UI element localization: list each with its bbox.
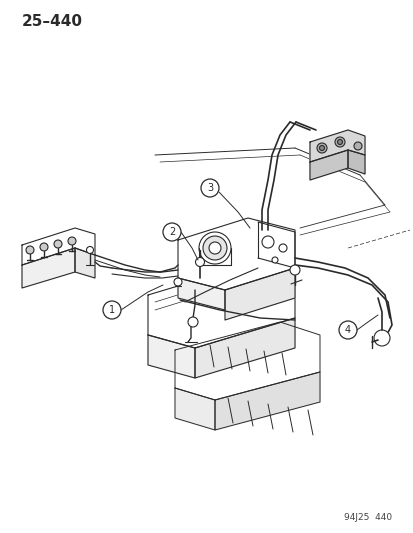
Polygon shape <box>309 130 364 162</box>
Circle shape <box>353 142 361 150</box>
Circle shape <box>338 321 356 339</box>
Circle shape <box>201 179 218 197</box>
Text: 2: 2 <box>169 227 175 237</box>
Polygon shape <box>214 372 319 430</box>
Text: 3: 3 <box>206 183 213 193</box>
Polygon shape <box>178 278 224 310</box>
Circle shape <box>373 330 389 346</box>
Circle shape <box>319 146 324 150</box>
Circle shape <box>103 301 121 319</box>
Circle shape <box>202 236 226 260</box>
Text: 4: 4 <box>344 325 350 335</box>
Circle shape <box>86 246 93 254</box>
Circle shape <box>26 246 34 254</box>
Polygon shape <box>22 248 75 288</box>
Polygon shape <box>195 318 294 378</box>
Text: 25–440: 25–440 <box>22 14 83 29</box>
Polygon shape <box>178 218 294 290</box>
Circle shape <box>68 237 76 245</box>
Circle shape <box>54 240 62 248</box>
Circle shape <box>199 232 230 264</box>
Circle shape <box>334 137 344 147</box>
Text: 94J25  440: 94J25 440 <box>343 513 391 522</box>
Polygon shape <box>22 228 95 265</box>
Polygon shape <box>347 150 364 174</box>
Polygon shape <box>147 335 195 378</box>
Polygon shape <box>175 388 214 430</box>
Circle shape <box>188 317 197 327</box>
Circle shape <box>163 223 180 241</box>
Polygon shape <box>309 150 347 180</box>
Circle shape <box>289 265 299 275</box>
Circle shape <box>271 257 277 263</box>
Polygon shape <box>147 265 294 348</box>
Polygon shape <box>75 248 95 278</box>
Circle shape <box>40 243 48 251</box>
Text: 1: 1 <box>109 305 115 315</box>
Circle shape <box>337 140 342 144</box>
Circle shape <box>195 257 204 266</box>
Polygon shape <box>175 322 319 400</box>
Circle shape <box>209 242 221 254</box>
Circle shape <box>261 236 273 248</box>
Circle shape <box>316 143 326 153</box>
Circle shape <box>278 244 286 252</box>
Circle shape <box>173 278 182 286</box>
Polygon shape <box>224 268 294 320</box>
